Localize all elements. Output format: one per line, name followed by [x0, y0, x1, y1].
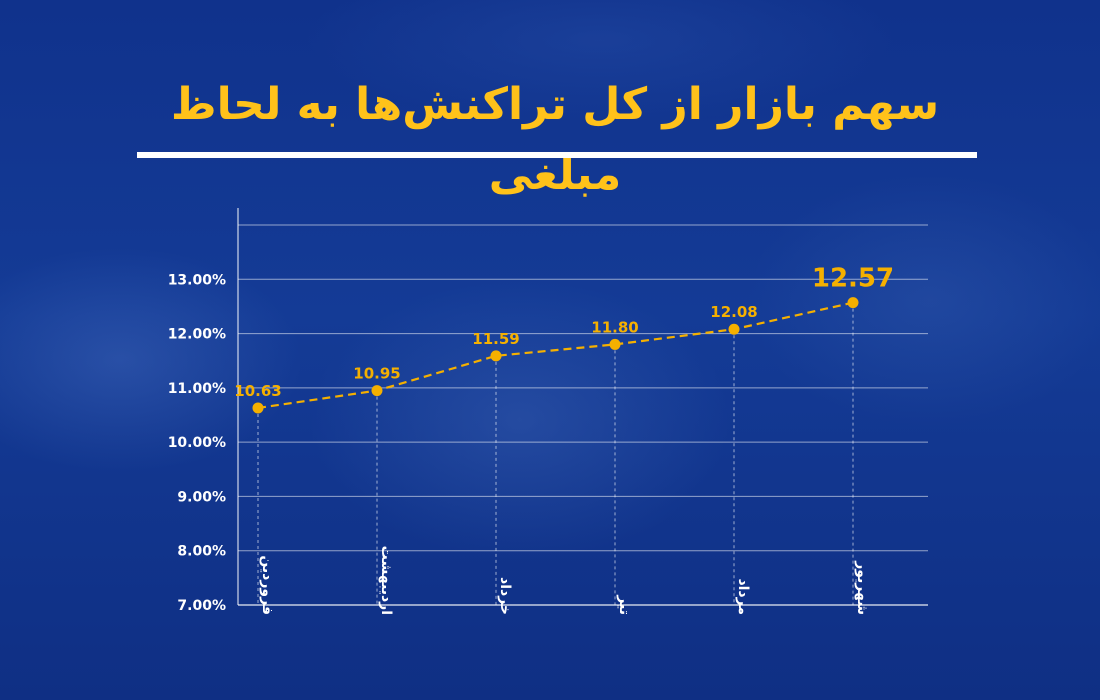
data-label-2: 11.59: [472, 330, 519, 348]
data-label-5: 12.57: [812, 264, 894, 294]
data-label-3: 11.80: [591, 318, 638, 336]
data-point-2: [490, 350, 502, 362]
data-point-3: [609, 338, 621, 350]
chart-title: سهم بازار از کل تراکنش‌ها به لحاظ مبلغی: [170, 79, 940, 200]
x-tick-label: خرداد: [497, 577, 513, 615]
data-point-4: [728, 323, 740, 335]
category-guides: [257, 302, 854, 605]
y-tick-label: 11.00%: [168, 381, 226, 397]
data-point-0: [252, 402, 264, 414]
x-tick-labels: فروردین اردیبهشت خرداد تیر مرداد شهریور: [259, 546, 870, 615]
data-point-1: [371, 385, 383, 397]
y-tick-label: 12.00%: [168, 327, 226, 343]
data-label-0: 10.63: [234, 382, 281, 400]
data-label-1: 10.95: [353, 365, 400, 383]
title-underline: [137, 152, 977, 158]
y-tick-label: 13.00%: [168, 272, 226, 288]
y-tick-labels: 7.00% 8.00% 9.00% 10.00% 11.00% 12.00% 13.00%: [168, 272, 226, 614]
y-tick-label: 10.00%: [168, 435, 226, 451]
axes: [237, 208, 928, 606]
y-tick-label: 8.00%: [177, 544, 226, 560]
data-labels: 10.63 10.95 11.59 11.80 12.08 12.57: [234, 264, 894, 400]
series: [252, 297, 859, 414]
y-tick-label: 7.00%: [177, 598, 226, 614]
x-tick-label: شهریور: [854, 560, 870, 615]
data-point-5: [847, 297, 859, 309]
series-line: [257, 301, 854, 410]
gridlines: [238, 224, 928, 552]
data-label-4: 12.08: [710, 303, 757, 321]
x-tick-label: فروردین: [259, 555, 275, 615]
x-tick-label: اردیبهشت: [378, 546, 394, 615]
y-tick-label: 9.00%: [177, 489, 226, 505]
x-tick-label: تیر: [616, 594, 632, 615]
x-tick-label: مرداد: [735, 578, 751, 615]
